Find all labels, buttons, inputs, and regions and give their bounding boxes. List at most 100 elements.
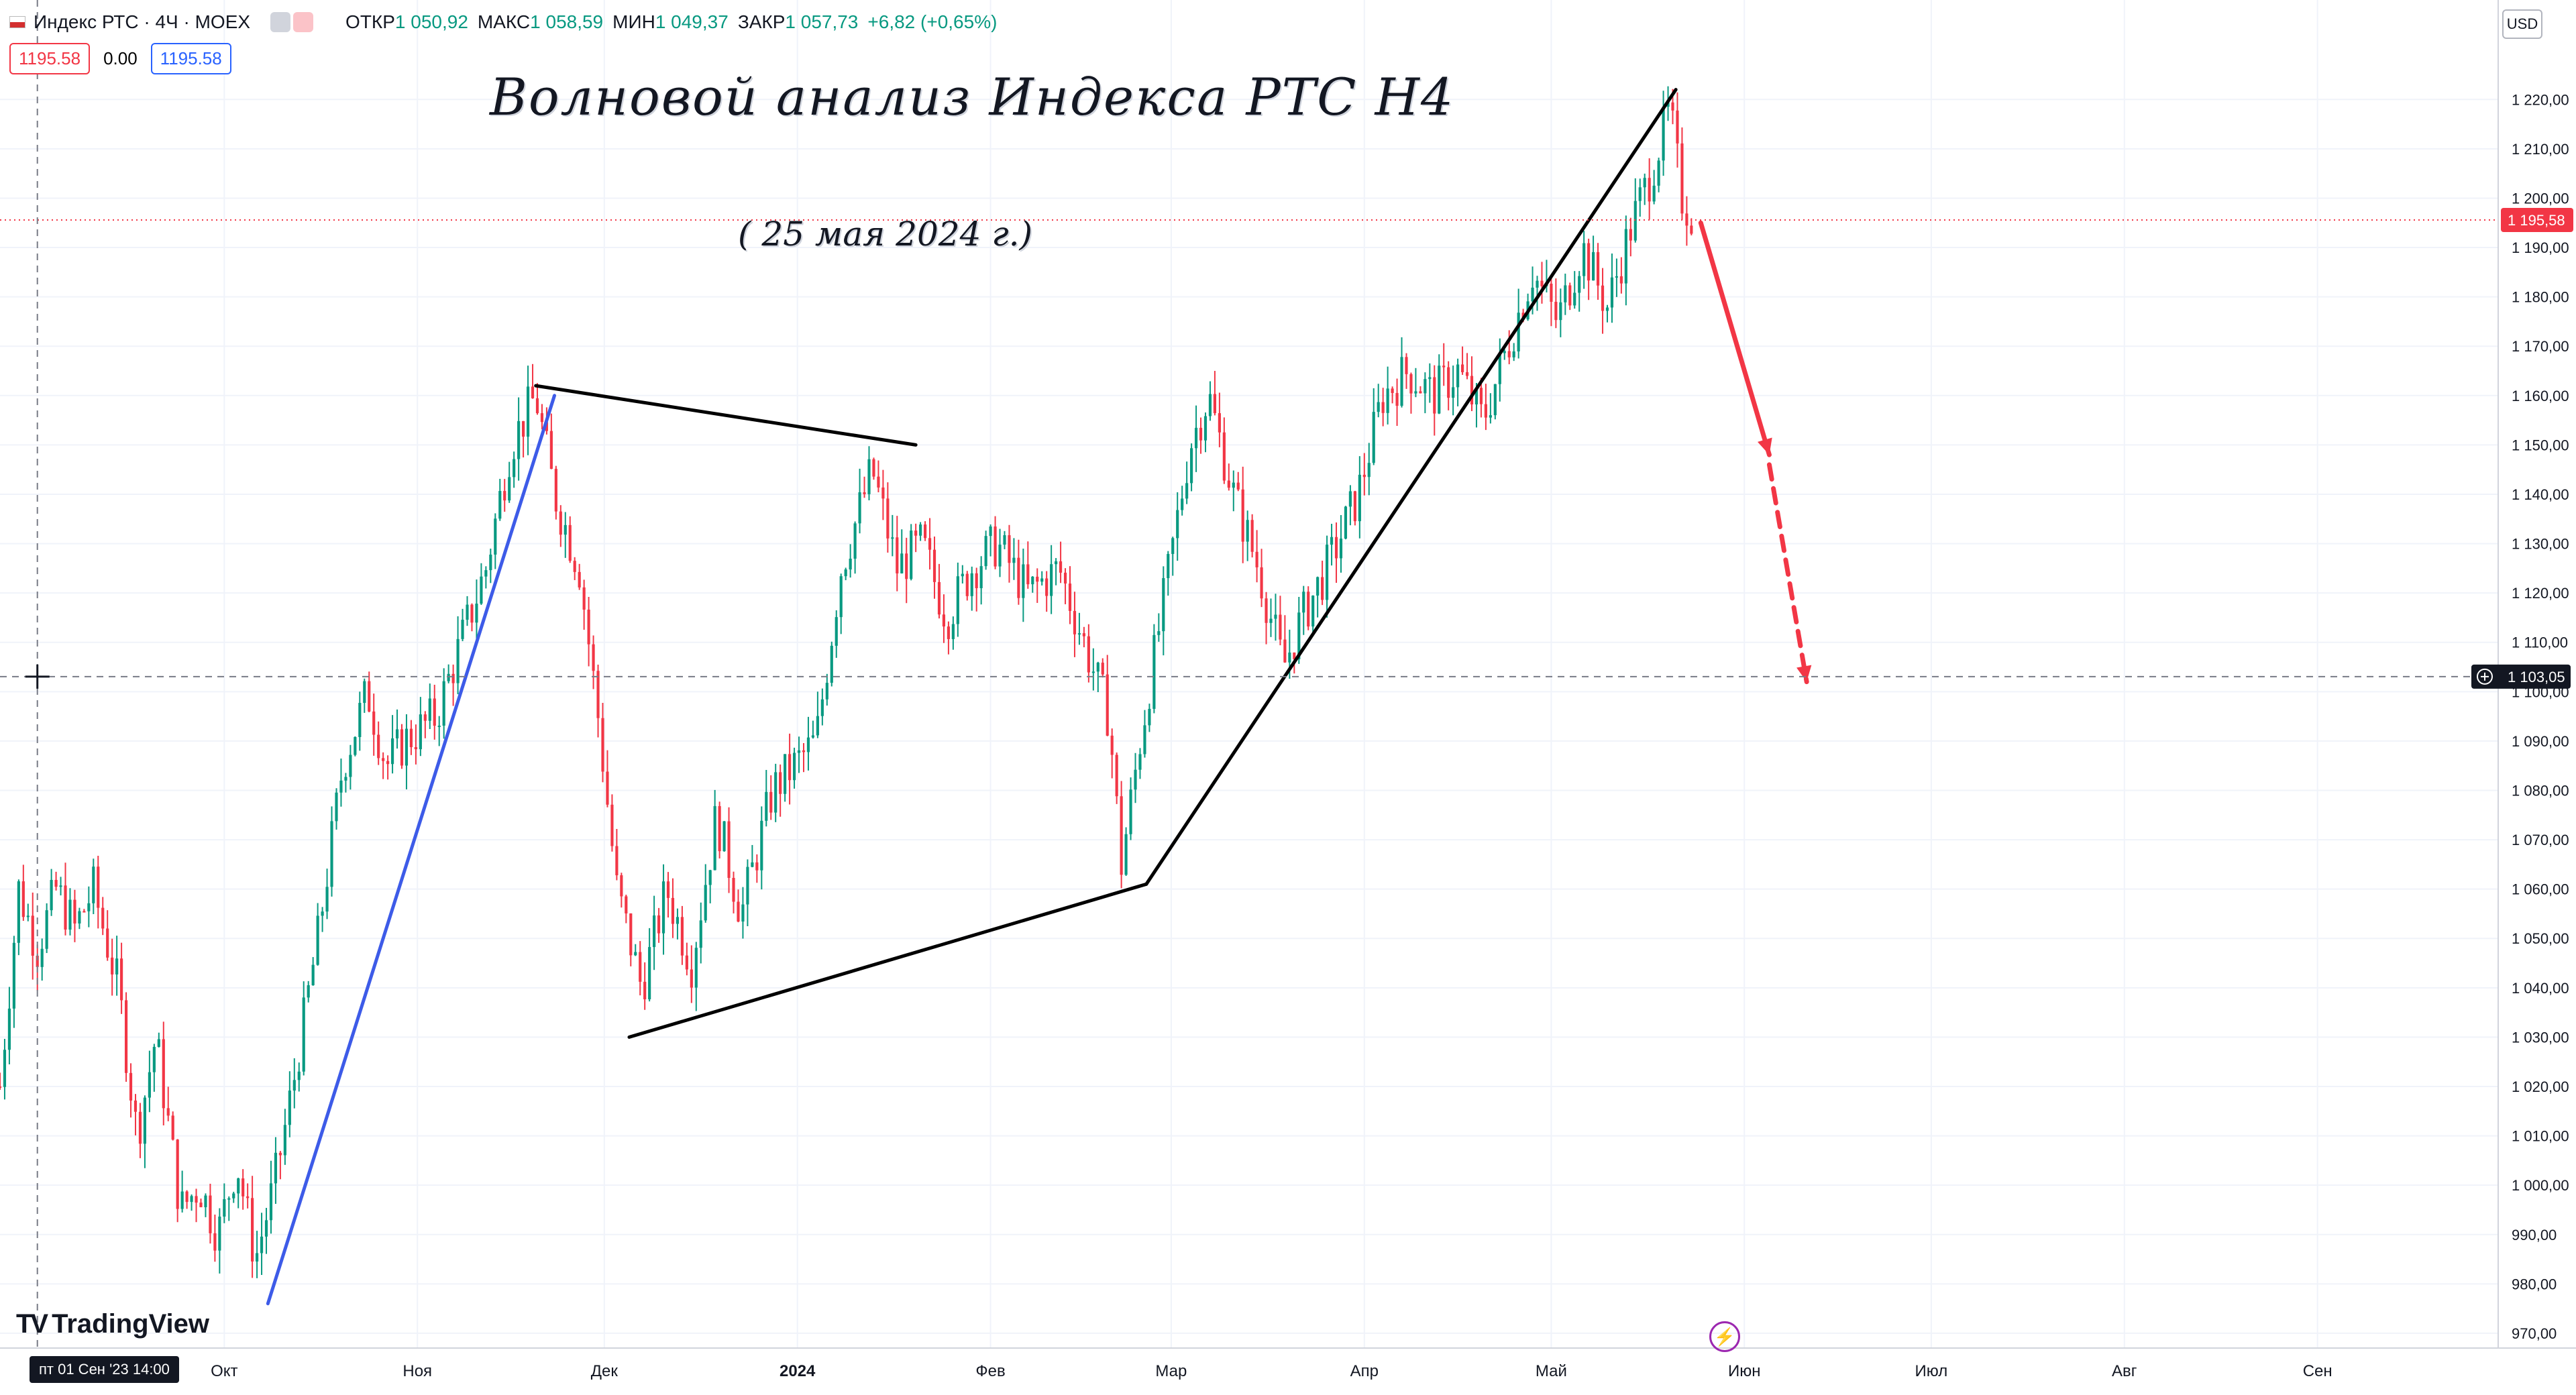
candle-body xyxy=(1564,285,1567,302)
candle-body xyxy=(1452,387,1455,398)
chart-mode-toggle[interactable] xyxy=(270,12,314,32)
candle-body xyxy=(409,728,413,748)
candle-body xyxy=(582,587,586,610)
candle-body xyxy=(26,915,30,917)
candle-body xyxy=(1055,561,1058,565)
candle-body xyxy=(867,459,871,494)
candle-body xyxy=(335,792,338,822)
rising-trend-line xyxy=(1144,88,1678,886)
candle-body xyxy=(587,609,590,645)
tradingview-logo[interactable]: TV TradingView xyxy=(16,1309,209,1339)
lower-trend-line xyxy=(627,882,1148,1039)
candle-body xyxy=(1395,392,1399,406)
candle-body xyxy=(1246,520,1249,542)
close-value: 1 057,73 xyxy=(785,11,859,32)
candle-body xyxy=(1297,612,1301,659)
candle-body xyxy=(176,1139,179,1209)
candle-body xyxy=(910,531,913,579)
candle-body xyxy=(166,1108,170,1116)
currency-button[interactable]: USD xyxy=(2502,9,2542,39)
candle-body xyxy=(704,885,707,921)
candle-body xyxy=(1474,388,1479,404)
candle-body xyxy=(1124,834,1128,875)
candle-body xyxy=(1138,754,1142,770)
candle-body xyxy=(680,917,684,956)
x-tick-label: Ноя xyxy=(402,1362,432,1380)
waves-icon[interactable] xyxy=(293,12,314,32)
candle-body xyxy=(447,673,450,681)
candle-body xyxy=(204,1195,207,1208)
candle-body xyxy=(1176,510,1179,539)
candle-body xyxy=(1498,353,1501,384)
symbol-title[interactable]: Индекс РТС · 4Ч · MOEX xyxy=(34,11,251,32)
candle-body xyxy=(1091,671,1095,673)
candle-body xyxy=(405,728,409,766)
lightning-event-icon[interactable]: ⚡ xyxy=(1709,1321,1740,1352)
candle-body xyxy=(727,821,731,878)
candle-body xyxy=(685,955,688,970)
y-tick-label: 980,00 xyxy=(2512,1276,2557,1292)
candle-body xyxy=(671,897,675,924)
candle-body xyxy=(475,604,478,623)
y-tick-label: 1 020,00 xyxy=(2512,1078,2569,1095)
candle-body xyxy=(1559,302,1562,321)
candle-body xyxy=(269,1183,273,1221)
candle-body xyxy=(17,881,20,943)
candle-body xyxy=(1008,535,1011,563)
y-tick-label: 1 090,00 xyxy=(2512,733,2569,750)
candle-body xyxy=(414,747,417,750)
candle-body xyxy=(339,780,343,793)
candle-body xyxy=(1381,402,1385,413)
y-tick-label: 1 010,00 xyxy=(2512,1128,2569,1145)
candle-body xyxy=(1106,674,1109,736)
candle-body xyxy=(564,524,567,535)
y-tick-label: 970,00 xyxy=(2512,1325,2557,1342)
candle-body xyxy=(863,492,866,494)
candle-body xyxy=(1610,277,1614,308)
candle-body xyxy=(1536,280,1539,288)
y-tick-label: 1 190,00 xyxy=(2512,239,2569,256)
candle-body xyxy=(984,536,987,567)
candle-body xyxy=(1550,284,1553,302)
candle-body xyxy=(1026,564,1030,585)
candle-body xyxy=(914,531,918,536)
candle-body xyxy=(503,491,506,501)
candle-body xyxy=(1129,789,1132,834)
candle-body xyxy=(344,777,347,781)
trend-drawings xyxy=(0,0,2498,1348)
candle-body xyxy=(260,1236,264,1253)
y-tick-label: 1 220,00 xyxy=(2512,91,2569,108)
candle-body xyxy=(1120,796,1123,875)
open-value: 1 050,92 xyxy=(394,11,468,32)
candle-body xyxy=(1414,391,1417,394)
candle-body xyxy=(283,1125,286,1156)
candle-body xyxy=(1592,252,1595,281)
eye-icon[interactable] xyxy=(270,12,291,32)
symbol-header: Индекс РТС · 4Ч · MOEX ОТКР 1 050,92 МАКС… xyxy=(9,5,997,39)
candle-body xyxy=(1068,583,1072,611)
buy-price-button[interactable]: 1195.58 xyxy=(150,43,231,74)
x-tick-label: 2024 xyxy=(780,1362,816,1380)
candle-body xyxy=(1512,351,1515,357)
candle-body xyxy=(12,942,15,1009)
candle-body xyxy=(979,566,983,588)
candle-body xyxy=(1479,388,1483,404)
candle-body xyxy=(157,1039,160,1047)
candle-body xyxy=(802,750,806,752)
candle-body xyxy=(428,698,431,721)
candle-body xyxy=(1194,427,1198,449)
candle-body xyxy=(975,573,978,588)
y-tick-label: 1 000,00 xyxy=(2512,1177,2569,1194)
candle-body xyxy=(900,553,904,573)
sell-price-button[interactable]: 1195.58 xyxy=(9,43,91,74)
candle-body xyxy=(568,524,572,561)
candle-body xyxy=(377,734,380,759)
candle-body xyxy=(830,645,833,683)
candle-body xyxy=(1460,364,1464,372)
candle-body xyxy=(732,877,735,902)
y-tick-label: 1 150,00 xyxy=(2512,437,2569,453)
candle-body xyxy=(961,573,964,577)
candle-body xyxy=(1531,287,1534,302)
candle-body xyxy=(1456,364,1460,388)
